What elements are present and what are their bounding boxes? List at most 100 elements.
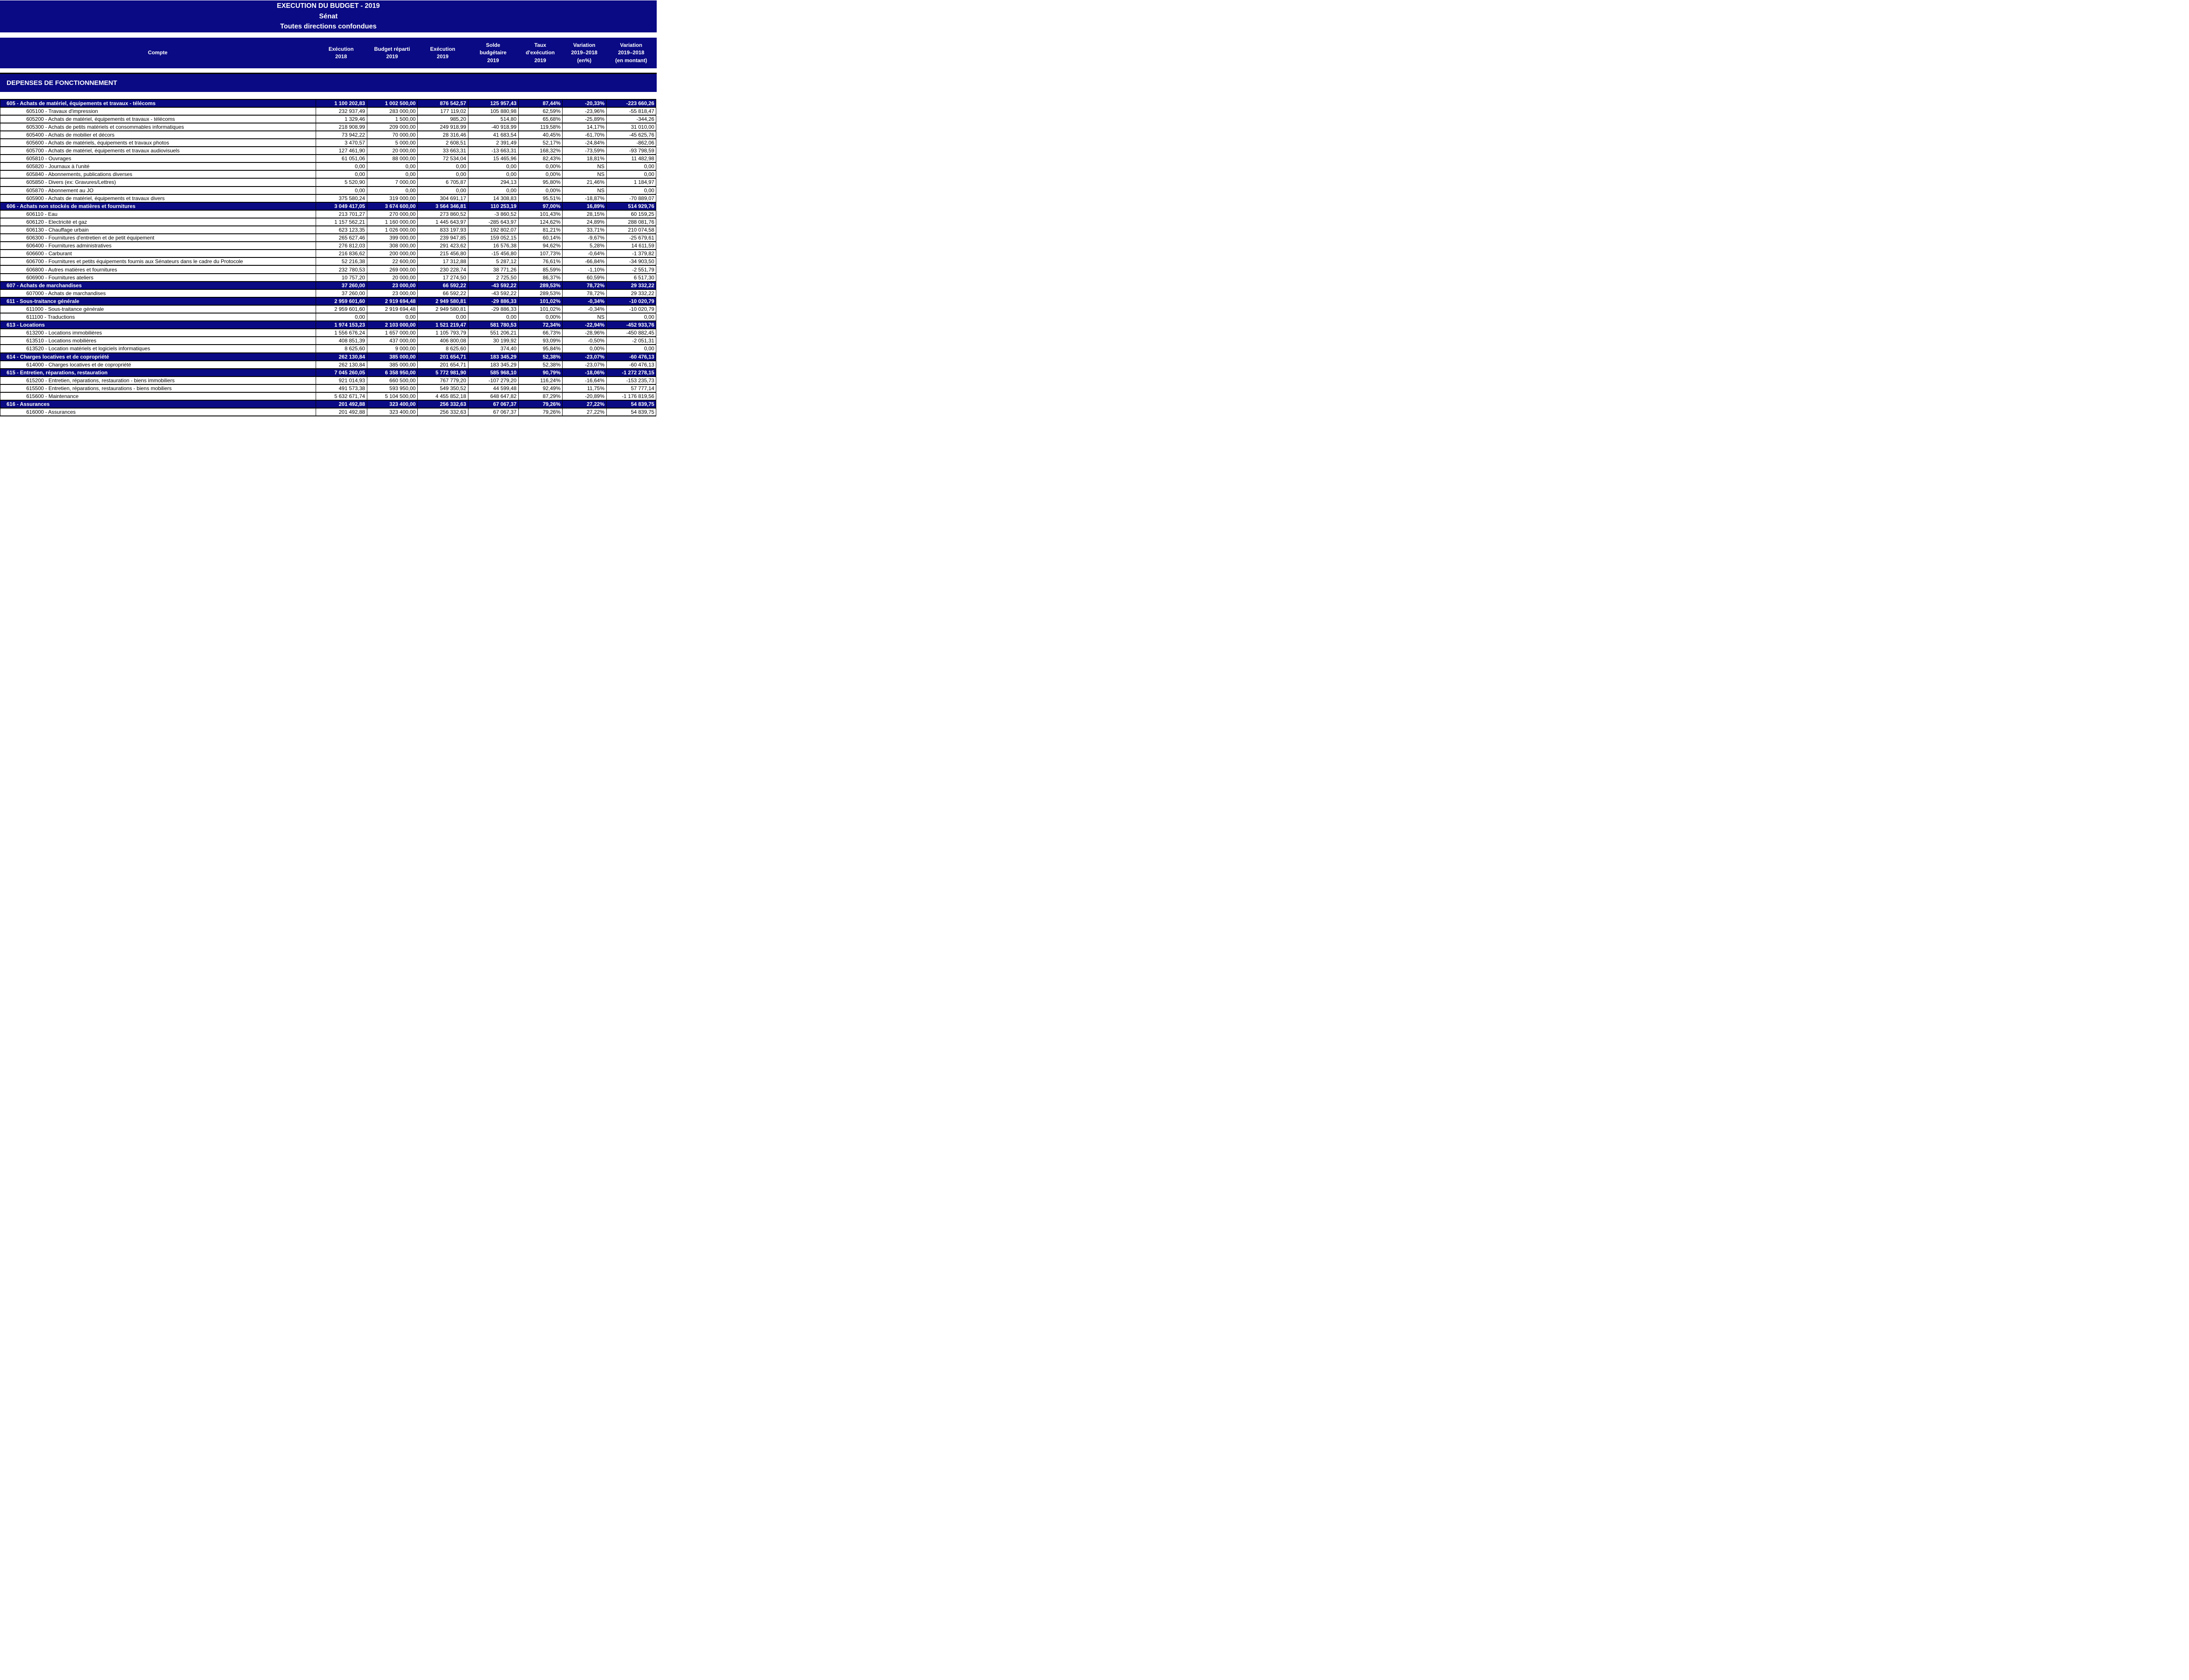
value-cell: 2 959 601,60 (315, 304, 367, 314)
value-cell: 319 000,00 (366, 194, 418, 203)
account-label: 613510 - Locations mobilières (0, 336, 316, 345)
value-cell: 11,75% (562, 384, 607, 393)
value-cell: 52,38% (518, 360, 563, 369)
value-cell: 230 228,74 (417, 265, 468, 274)
value-cell: 660 500,00 (366, 376, 418, 385)
value-cell: 79,26% (518, 400, 563, 409)
value-cell: 44 599,48 (468, 384, 519, 393)
column-header-compte: Compte (0, 38, 316, 68)
value-cell: 183 345,29 (468, 360, 519, 369)
value-cell: 0,00 (606, 162, 657, 171)
value-cell: 0,00 (606, 313, 657, 322)
table-row: 605900 - Achats de matériel, équipements… (0, 194, 657, 203)
table-row: 613510 - Locations mobilières 408 851,39 4… (0, 336, 657, 345)
value-cell: 201 492,88 (315, 408, 367, 417)
table-row: 606700 - Fournitures et petits équipemen… (0, 257, 657, 266)
value-cell: 0,00 (417, 162, 468, 171)
account-label: 605850 - Divers (ex: Gravures/Lettres) (0, 178, 316, 187)
value-cell: 239 947,85 (417, 233, 468, 243)
value-cell: 85,59% (518, 265, 563, 274)
value-cell: 72,34% (518, 321, 563, 330)
value-cell: 408 851,39 (315, 336, 367, 345)
table-row: 607000 - Achats de marchandises 37 260,00… (0, 289, 657, 298)
table-row: 611100 - Traductions 0,00 0,00 0,00 0,00 0,00… (0, 313, 657, 322)
table-row: 605820 - Journaux à l'unité 0,00 0,00 0,00 0… (0, 162, 657, 171)
group-row: 613 - Locations 1 974 153,23 2 103 000,00 1… (0, 321, 657, 330)
value-cell: -60 476,13 (606, 360, 657, 369)
value-cell: -43 592,22 (468, 281, 519, 290)
column-header-line: Taux (534, 42, 546, 49)
value-cell: 66 592,22 (417, 281, 468, 290)
value-cell: 2 949 580,81 (417, 304, 468, 314)
value-cell: 177 119,02 (417, 106, 468, 116)
value-cell: 87,44% (518, 99, 563, 108)
value-cell: 119,58% (518, 122, 563, 131)
value-cell: 276 812,03 (315, 241, 367, 250)
group-row: 611 - Sous-traitance générale 2 959 601,6… (0, 296, 657, 306)
value-cell: 57 777,14 (606, 384, 657, 393)
account-label: 606 - Achats non stockés de matières et … (0, 201, 316, 211)
value-cell: 93,09% (518, 336, 563, 345)
value-cell: 5 632 671,74 (315, 391, 367, 401)
value-cell: 27,22% (562, 400, 607, 409)
value-cell: 0,00% (518, 162, 563, 171)
value-cell: 3 049 417,05 (315, 201, 367, 211)
value-cell: -285 643,97 (468, 217, 519, 227)
column-header-line: (en montant) (615, 57, 647, 63)
table-row: 606120 - Electricité et gaz 1 157 562,21 1… (0, 217, 657, 227)
value-cell: 101,43% (518, 209, 563, 218)
account-label: 605900 - Achats de matériel, équipements… (0, 194, 316, 203)
column-header-line: 2019 (534, 57, 546, 63)
value-cell: -2 551,79 (606, 265, 657, 274)
value-cell: 5 104 500,00 (366, 391, 418, 401)
value-cell: 28,15% (562, 209, 607, 218)
table-row: 605400 - Achats de mobilier et décors 73 … (0, 130, 657, 139)
table-row: 606110 - Eau 213 701,27 270 000,00 273 860,… (0, 209, 657, 218)
value-cell: -450 882,45 (606, 328, 657, 338)
value-cell: 9 000,00 (366, 344, 418, 353)
value-cell: 78,72% (562, 281, 607, 290)
value-cell: -0,50% (562, 336, 607, 345)
table-row: 605700 - Achats de matériel, équipements… (0, 146, 657, 155)
value-cell: 1 500,00 (366, 114, 418, 123)
value-cell: -1 176 819,56 (606, 391, 657, 401)
value-cell: 95,80% (518, 178, 563, 187)
report-title-block: EXECUTION DU BUDGET - 2019 Sénat Toutes … (0, 0, 657, 32)
value-cell: 54 839,75 (606, 400, 657, 409)
account-label: 605 - Achats de matériel, équipements et… (0, 99, 316, 108)
value-cell: 1 184,97 (606, 178, 657, 187)
account-label: 606600 - Carburant (0, 249, 316, 258)
account-label: 615600 - Maintenance (0, 391, 316, 401)
column-header-line: Variation (620, 42, 642, 49)
value-cell: -107 279,20 (468, 376, 519, 385)
value-cell: 183 345,29 (468, 352, 519, 361)
value-cell: 2 919 694,48 (366, 296, 418, 306)
account-label: 616000 - Assurances (0, 408, 316, 417)
value-cell: -29 886,33 (468, 304, 519, 314)
value-cell: 27,22% (562, 408, 607, 417)
value-cell: -16,64% (562, 376, 607, 385)
value-cell: 323 400,00 (366, 408, 418, 417)
account-label: 615 - Entretien, réparations, restaurati… (0, 368, 316, 377)
value-cell: -93 798,59 (606, 146, 657, 155)
value-cell: 232 937,49 (315, 106, 367, 116)
value-cell: 585 968,10 (468, 368, 519, 377)
account-label: 616 - Assurances (0, 400, 316, 409)
value-cell: 249 918,99 (417, 122, 468, 131)
value-cell: 288 081,76 (606, 217, 657, 227)
value-cell: 385 000,00 (366, 360, 418, 369)
value-cell: 374,40 (468, 344, 519, 353)
value-cell: 551 206,21 (468, 328, 519, 338)
group-row: 607 - Achats de marchandises 37 260,00 23 … (0, 281, 657, 290)
report-subtitle-scope: Toutes directions confondues (280, 23, 377, 31)
value-cell: 30 199,92 (468, 336, 519, 345)
value-cell: 215 456,80 (417, 249, 468, 258)
value-cell: 101,02% (518, 296, 563, 306)
value-cell: 16 576,38 (468, 241, 519, 250)
value-cell: -29 886,33 (468, 296, 519, 306)
value-cell: 0,00 (366, 313, 418, 322)
value-cell: 6 705,87 (417, 178, 468, 187)
value-cell: 97,00% (518, 201, 563, 211)
value-cell: 1 445 643,97 (417, 217, 468, 227)
value-cell: 60 159,25 (606, 209, 657, 218)
